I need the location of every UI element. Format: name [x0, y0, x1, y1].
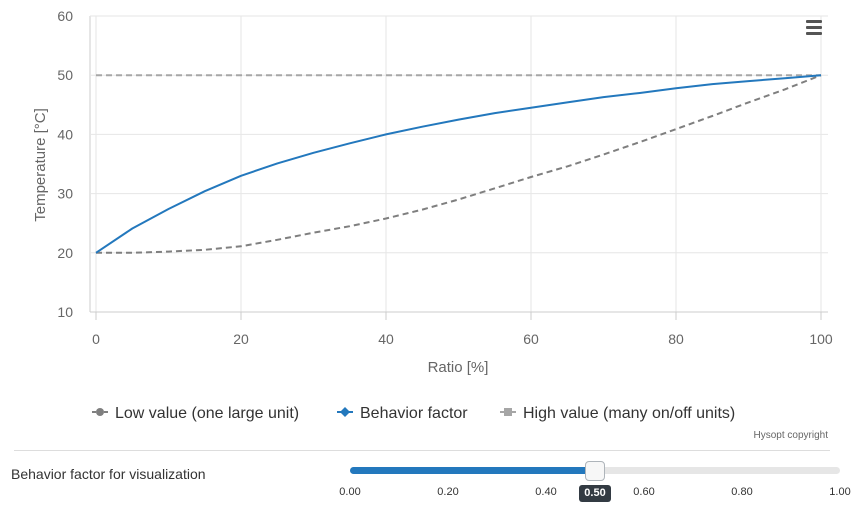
temperature-ratio-chart: 10 20 30 40 50 60 0 20 40 60 80 100 Ratio [%] Temp…: [32, 8, 833, 422]
x-tick-label: 0: [92, 331, 100, 347]
y-tick-label: 30: [57, 186, 73, 202]
x-tick-label: 80: [668, 331, 684, 347]
slider-tick-labels: 0.00 0.20 0.40 0.60 0.80 1.00: [339, 486, 850, 504]
slider-tick-label: 0.40: [535, 486, 557, 498]
low-value-series-line: [96, 74, 822, 254]
circle-marker-icon: [96, 408, 104, 416]
hamburger-menu-icon[interactable]: [798, 12, 830, 42]
x-tick-label: 40: [378, 331, 394, 347]
slider-fill: [350, 467, 595, 474]
chart-series: [95, 74, 822, 254]
copyright-text: Hysopt copyright: [753, 430, 828, 441]
y-tick-label: 60: [57, 8, 73, 24]
x-tick-label: 20: [233, 331, 249, 347]
slider-tick-label: 0.00: [339, 486, 361, 498]
legend-label: Low value (one large unit): [115, 405, 299, 422]
legend-item-high-value[interactable]: High value (many on/off units): [500, 405, 735, 422]
y-tick-label: 10: [57, 304, 73, 320]
legend-item-low-value[interactable]: Low value (one large unit): [92, 405, 299, 422]
slider-tick-label: 0.20: [437, 486, 459, 498]
slider-tick-label: 0.80: [731, 486, 753, 498]
slider-tick-label: 1.00: [829, 486, 851, 498]
x-axis-title: Ratio [%]: [428, 359, 489, 376]
behavior-factor-series-line: [95, 74, 822, 254]
diamond-marker-icon: [340, 407, 350, 417]
y-tick-label: 50: [57, 67, 73, 83]
y-tick-label: 20: [57, 245, 73, 261]
grid-lines: [89, 15, 828, 313]
legend-label: Behavior factor: [360, 405, 468, 422]
behavior-factor-slider[interactable]: [350, 461, 840, 489]
slider-handle[interactable]: [585, 461, 605, 481]
slider-label: Behavior factor for visualization: [11, 466, 206, 482]
square-marker-icon: [504, 408, 512, 416]
y-tick-label: 40: [57, 126, 73, 142]
legend-label: High value (many on/off units): [523, 405, 735, 422]
legend-item-behavior-factor[interactable]: Behavior factor: [337, 405, 468, 422]
slider-value-badge: 0.50: [579, 485, 611, 502]
y-axis-title: Temperature [°C]: [32, 108, 49, 222]
x-axis-ticks: 0 20 40 60 80 100: [92, 312, 833, 347]
chart-legend: Low value (one large unit) Behavior facto…: [92, 405, 735, 422]
x-tick-label: 100: [809, 331, 833, 347]
divider: [14, 450, 830, 451]
x-tick-label: 60: [523, 331, 539, 347]
y-axis-ticks: 10 20 30 40 50 60: [57, 8, 73, 320]
slider-tick-label: 0.60: [633, 486, 655, 498]
